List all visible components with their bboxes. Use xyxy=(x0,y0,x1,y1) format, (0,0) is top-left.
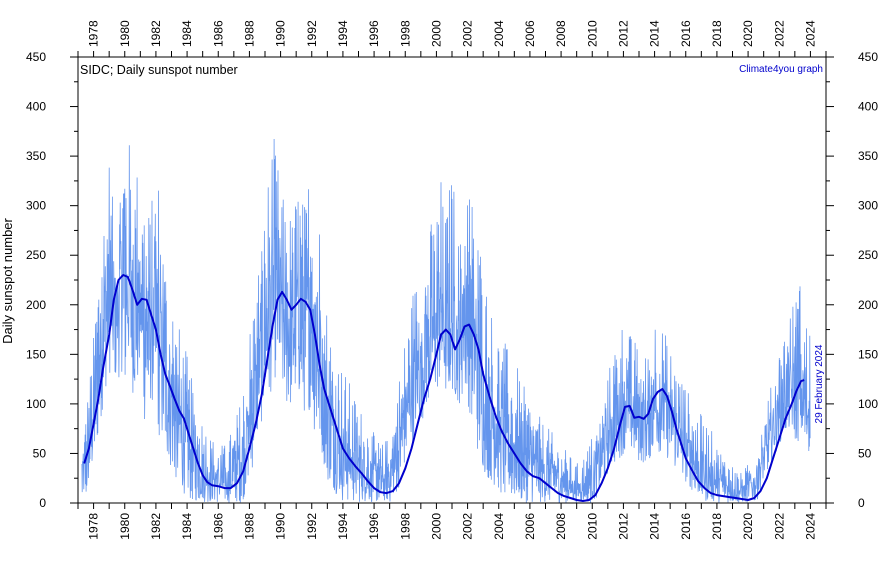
x-tick-label-bottom: 2018 xyxy=(710,513,724,540)
x-tick-label-top: 1980 xyxy=(118,20,132,47)
x-tick-label-bottom: 2010 xyxy=(585,513,599,540)
x-tick-label-bottom: 1984 xyxy=(180,513,194,540)
x-tick-label-top: 2006 xyxy=(523,20,537,47)
x-tick-label-top: 2012 xyxy=(616,20,630,47)
credit-label: Climate4you graph xyxy=(739,64,823,75)
x-tick-label-top: 2024 xyxy=(803,20,817,47)
x-tick-label-bottom: 2000 xyxy=(429,513,443,540)
x-tick-label-bottom: 1982 xyxy=(149,513,163,540)
date-note: 29 February 2024 xyxy=(814,344,825,423)
x-tick-label-bottom: 1992 xyxy=(305,513,319,540)
y-tick-label-right: 350 xyxy=(858,149,878,163)
x-tick-label-bottom: 2012 xyxy=(616,513,630,540)
x-tick-label-bottom: 1996 xyxy=(367,513,381,540)
x-tick-label-top: 2020 xyxy=(741,20,755,47)
y-axis-label: Daily sunspot number xyxy=(0,217,15,343)
y-tick-label-right: 450 xyxy=(858,50,878,64)
x-tick-label-bottom: 2020 xyxy=(741,513,755,540)
x-tick-label-top: 2000 xyxy=(429,20,443,47)
x-tick-label-top: 2022 xyxy=(772,20,786,47)
x-tick-label-bottom: 2002 xyxy=(461,513,475,540)
y-tick-label-left: 50 xyxy=(33,446,47,460)
y-tick-label-left: 0 xyxy=(39,496,46,510)
y-tick-label-left: 350 xyxy=(26,149,46,163)
x-tick-label-bottom: 1978 xyxy=(87,513,101,540)
x-tick-label-top: 1984 xyxy=(180,20,194,47)
x-tick-label-top: 1988 xyxy=(242,20,256,47)
x-tick-label-bottom: 2008 xyxy=(554,513,568,540)
y-tick-label-left: 300 xyxy=(26,199,46,213)
x-tick-label-bottom: 1998 xyxy=(398,513,412,540)
x-tick-label-top: 1986 xyxy=(211,20,225,47)
y-tick-label-right: 50 xyxy=(858,446,872,460)
smoothed-sunspot-line xyxy=(83,274,805,502)
x-tick-label-top: 1998 xyxy=(398,20,412,47)
y-tick-label-right: 250 xyxy=(858,248,878,262)
x-tick-label-bottom: 2022 xyxy=(772,513,786,540)
x-tick-label-top: 2002 xyxy=(461,20,475,47)
y-tick-label-left: 150 xyxy=(26,347,46,361)
x-tick-label-bottom: 2014 xyxy=(648,513,662,540)
x-tick-label-bottom: 2006 xyxy=(523,513,537,540)
x-tick-label-top: 1990 xyxy=(274,20,288,47)
x-tick-label-top: 1982 xyxy=(149,20,163,47)
daily-series xyxy=(81,138,811,504)
axes xyxy=(70,51,834,509)
x-tick-label-top: 2008 xyxy=(554,20,568,47)
y-tick-label-left: 400 xyxy=(26,100,46,114)
y-tick-label-left: 200 xyxy=(26,298,46,312)
x-tick-label-bottom: 1988 xyxy=(242,513,256,540)
tick-labels: 0 0 50 50 100 100 150 150 200 200 250 250 300 300 350 3… xyxy=(26,20,878,540)
y-tick-label-right: 0 xyxy=(858,496,865,510)
x-tick-label-top: 2010 xyxy=(585,20,599,47)
x-tick-label-top: 2014 xyxy=(648,20,662,47)
y-tick-label-left: 100 xyxy=(26,397,46,411)
x-tick-label-bottom: 2016 xyxy=(679,513,693,540)
y-tick-label-right: 200 xyxy=(858,298,878,312)
x-tick-label-bottom: 1980 xyxy=(118,513,132,540)
x-tick-label-top: 2018 xyxy=(710,20,724,47)
x-tick-label-bottom: 2004 xyxy=(492,513,506,540)
y-tick-label-right: 300 xyxy=(858,199,878,213)
x-tick-label-bottom: 1986 xyxy=(211,513,225,540)
daily-sunspot-line xyxy=(81,138,811,504)
y-tick-label-left: 450 xyxy=(26,50,46,64)
x-tick-label-bottom: 2024 xyxy=(803,513,817,540)
x-tick-label-bottom: 1990 xyxy=(274,513,288,540)
y-tick-label-right: 150 xyxy=(858,347,878,361)
x-tick-label-top: 1992 xyxy=(305,20,319,47)
chart-title: SIDC; Daily sunspot number xyxy=(80,63,238,77)
x-tick-label-bottom: 1994 xyxy=(336,513,350,540)
x-tick-label-top: 2016 xyxy=(679,20,693,47)
x-tick-label-top: 2004 xyxy=(492,20,506,47)
x-tick-label-top: 1994 xyxy=(336,20,350,47)
y-tick-label-right: 400 xyxy=(858,100,878,114)
smoothed-series xyxy=(83,274,805,502)
y-tick-label-right: 100 xyxy=(858,397,878,411)
y-tick-label-left: 250 xyxy=(26,248,46,262)
x-tick-label-top: 1996 xyxy=(367,20,381,47)
x-tick-label-top: 1978 xyxy=(87,20,101,47)
